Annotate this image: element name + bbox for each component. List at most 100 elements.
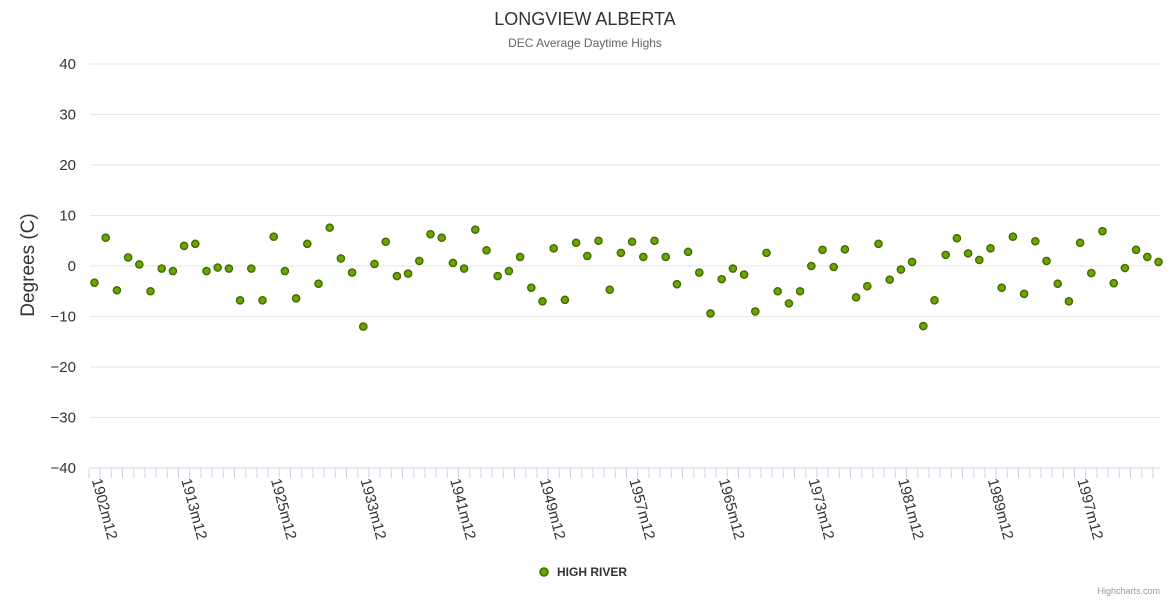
data-point[interactable] xyxy=(414,256,424,266)
data-point[interactable] xyxy=(157,264,166,273)
data-point[interactable] xyxy=(863,281,872,291)
data-point[interactable] xyxy=(571,238,581,248)
data-point[interactable] xyxy=(280,266,290,276)
data-point[interactable] xyxy=(336,254,346,263)
data-point[interactable] xyxy=(302,239,312,249)
data-point[interactable] xyxy=(459,264,469,273)
data-point[interactable] xyxy=(851,293,861,302)
data-point[interactable] xyxy=(762,248,771,258)
data-point[interactable] xyxy=(986,244,995,253)
data-point[interactable] xyxy=(885,275,895,284)
data-point[interactable] xyxy=(190,239,200,249)
data-point[interactable] xyxy=(426,229,435,239)
data-point[interactable] xyxy=(213,263,222,272)
data-point[interactable] xyxy=(134,260,144,269)
data-point[interactable] xyxy=(437,233,447,243)
data-point[interactable] xyxy=(1120,263,1130,273)
data-point[interactable] xyxy=(90,278,99,287)
data-point[interactable] xyxy=(1109,278,1118,288)
data-point[interactable] xyxy=(482,246,491,255)
data-point[interactable] xyxy=(728,264,738,273)
data-point[interactable] xyxy=(1098,226,1107,236)
data-point[interactable] xyxy=(907,257,917,267)
data-point[interactable] xyxy=(549,244,559,253)
data-point[interactable] xyxy=(325,223,335,232)
data-point[interactable] xyxy=(1087,268,1096,278)
data-point[interactable] xyxy=(627,237,637,247)
credits-link[interactable]: Highcharts.com xyxy=(1097,586,1160,596)
data-point[interactable] xyxy=(1064,297,1074,306)
data-point[interactable] xyxy=(963,249,973,258)
data-point[interactable] xyxy=(616,248,626,258)
data-point[interactable] xyxy=(235,296,245,305)
data-point[interactable] xyxy=(650,236,659,246)
data-point[interactable] xyxy=(1143,252,1152,262)
data-point[interactable] xyxy=(527,283,536,293)
data-point[interactable] xyxy=(370,259,379,269)
data-point[interactable] xyxy=(1031,236,1040,246)
data-point[interactable] xyxy=(795,286,805,296)
data-point[interactable] xyxy=(123,253,133,262)
data-point[interactable] xyxy=(258,296,267,305)
data-point[interactable] xyxy=(829,262,839,272)
data-point[interactable] xyxy=(1131,245,1141,255)
data-point[interactable] xyxy=(168,266,178,276)
data-point[interactable] xyxy=(930,296,939,305)
data-point[interactable] xyxy=(202,266,211,276)
data-point[interactable] xyxy=(146,286,155,296)
data-point[interactable] xyxy=(291,294,301,303)
data-point[interactable] xyxy=(392,271,402,281)
data-point[interactable] xyxy=(1042,256,1051,266)
data-point[interactable] xyxy=(818,245,827,255)
data-point[interactable] xyxy=(515,252,525,262)
data-point[interactable] xyxy=(975,255,984,265)
data-point[interactable] xyxy=(997,283,1007,293)
data-point[interactable] xyxy=(672,279,682,289)
data-point[interactable] xyxy=(1053,279,1062,288)
data-point[interactable] xyxy=(941,250,951,260)
data-point[interactable] xyxy=(784,299,794,308)
data-point[interactable] xyxy=(874,239,883,249)
data-point[interactable] xyxy=(504,266,514,276)
data-point[interactable] xyxy=(493,271,503,281)
data-point[interactable] xyxy=(347,268,357,277)
data-point[interactable] xyxy=(840,245,850,254)
data-point[interactable] xyxy=(594,236,603,246)
data-point[interactable] xyxy=(1019,289,1029,299)
data-point[interactable] xyxy=(739,270,749,279)
data-point[interactable] xyxy=(1154,257,1163,267)
data-point[interactable] xyxy=(179,241,189,251)
data-point[interactable] xyxy=(896,265,906,274)
data-point[interactable] xyxy=(639,252,648,262)
data-point[interactable] xyxy=(112,285,122,295)
data-point[interactable] xyxy=(538,297,547,306)
data-point[interactable] xyxy=(717,274,727,284)
data-point[interactable] xyxy=(314,279,323,288)
data-point[interactable] xyxy=(605,285,615,295)
data-point[interactable] xyxy=(751,307,760,316)
data-point[interactable] xyxy=(470,225,480,234)
data-point[interactable] xyxy=(224,264,234,273)
data-point[interactable] xyxy=(583,251,592,261)
data-point[interactable] xyxy=(919,321,928,331)
legend[interactable]: HIGH RIVER xyxy=(539,565,627,579)
data-point[interactable] xyxy=(695,268,704,277)
data-point[interactable] xyxy=(683,247,693,257)
data-point[interactable] xyxy=(952,233,962,243)
data-point[interactable] xyxy=(269,232,279,242)
data-point[interactable] xyxy=(773,286,783,296)
series-high-river[interactable] xyxy=(90,223,1163,331)
data-point[interactable] xyxy=(706,309,715,318)
data-point[interactable] xyxy=(403,269,413,278)
legend-item-high-river[interactable]: HIGH RIVER xyxy=(557,565,627,579)
data-point[interactable] xyxy=(1075,238,1085,248)
data-point[interactable] xyxy=(448,258,458,268)
data-point[interactable] xyxy=(101,233,110,243)
data-point[interactable] xyxy=(381,237,391,247)
data-point[interactable] xyxy=(246,264,256,273)
data-point[interactable] xyxy=(1008,232,1018,242)
data-point[interactable] xyxy=(358,322,368,331)
data-point[interactable] xyxy=(807,261,816,271)
legend-marker-icon[interactable] xyxy=(539,567,549,577)
data-point[interactable] xyxy=(560,295,570,305)
